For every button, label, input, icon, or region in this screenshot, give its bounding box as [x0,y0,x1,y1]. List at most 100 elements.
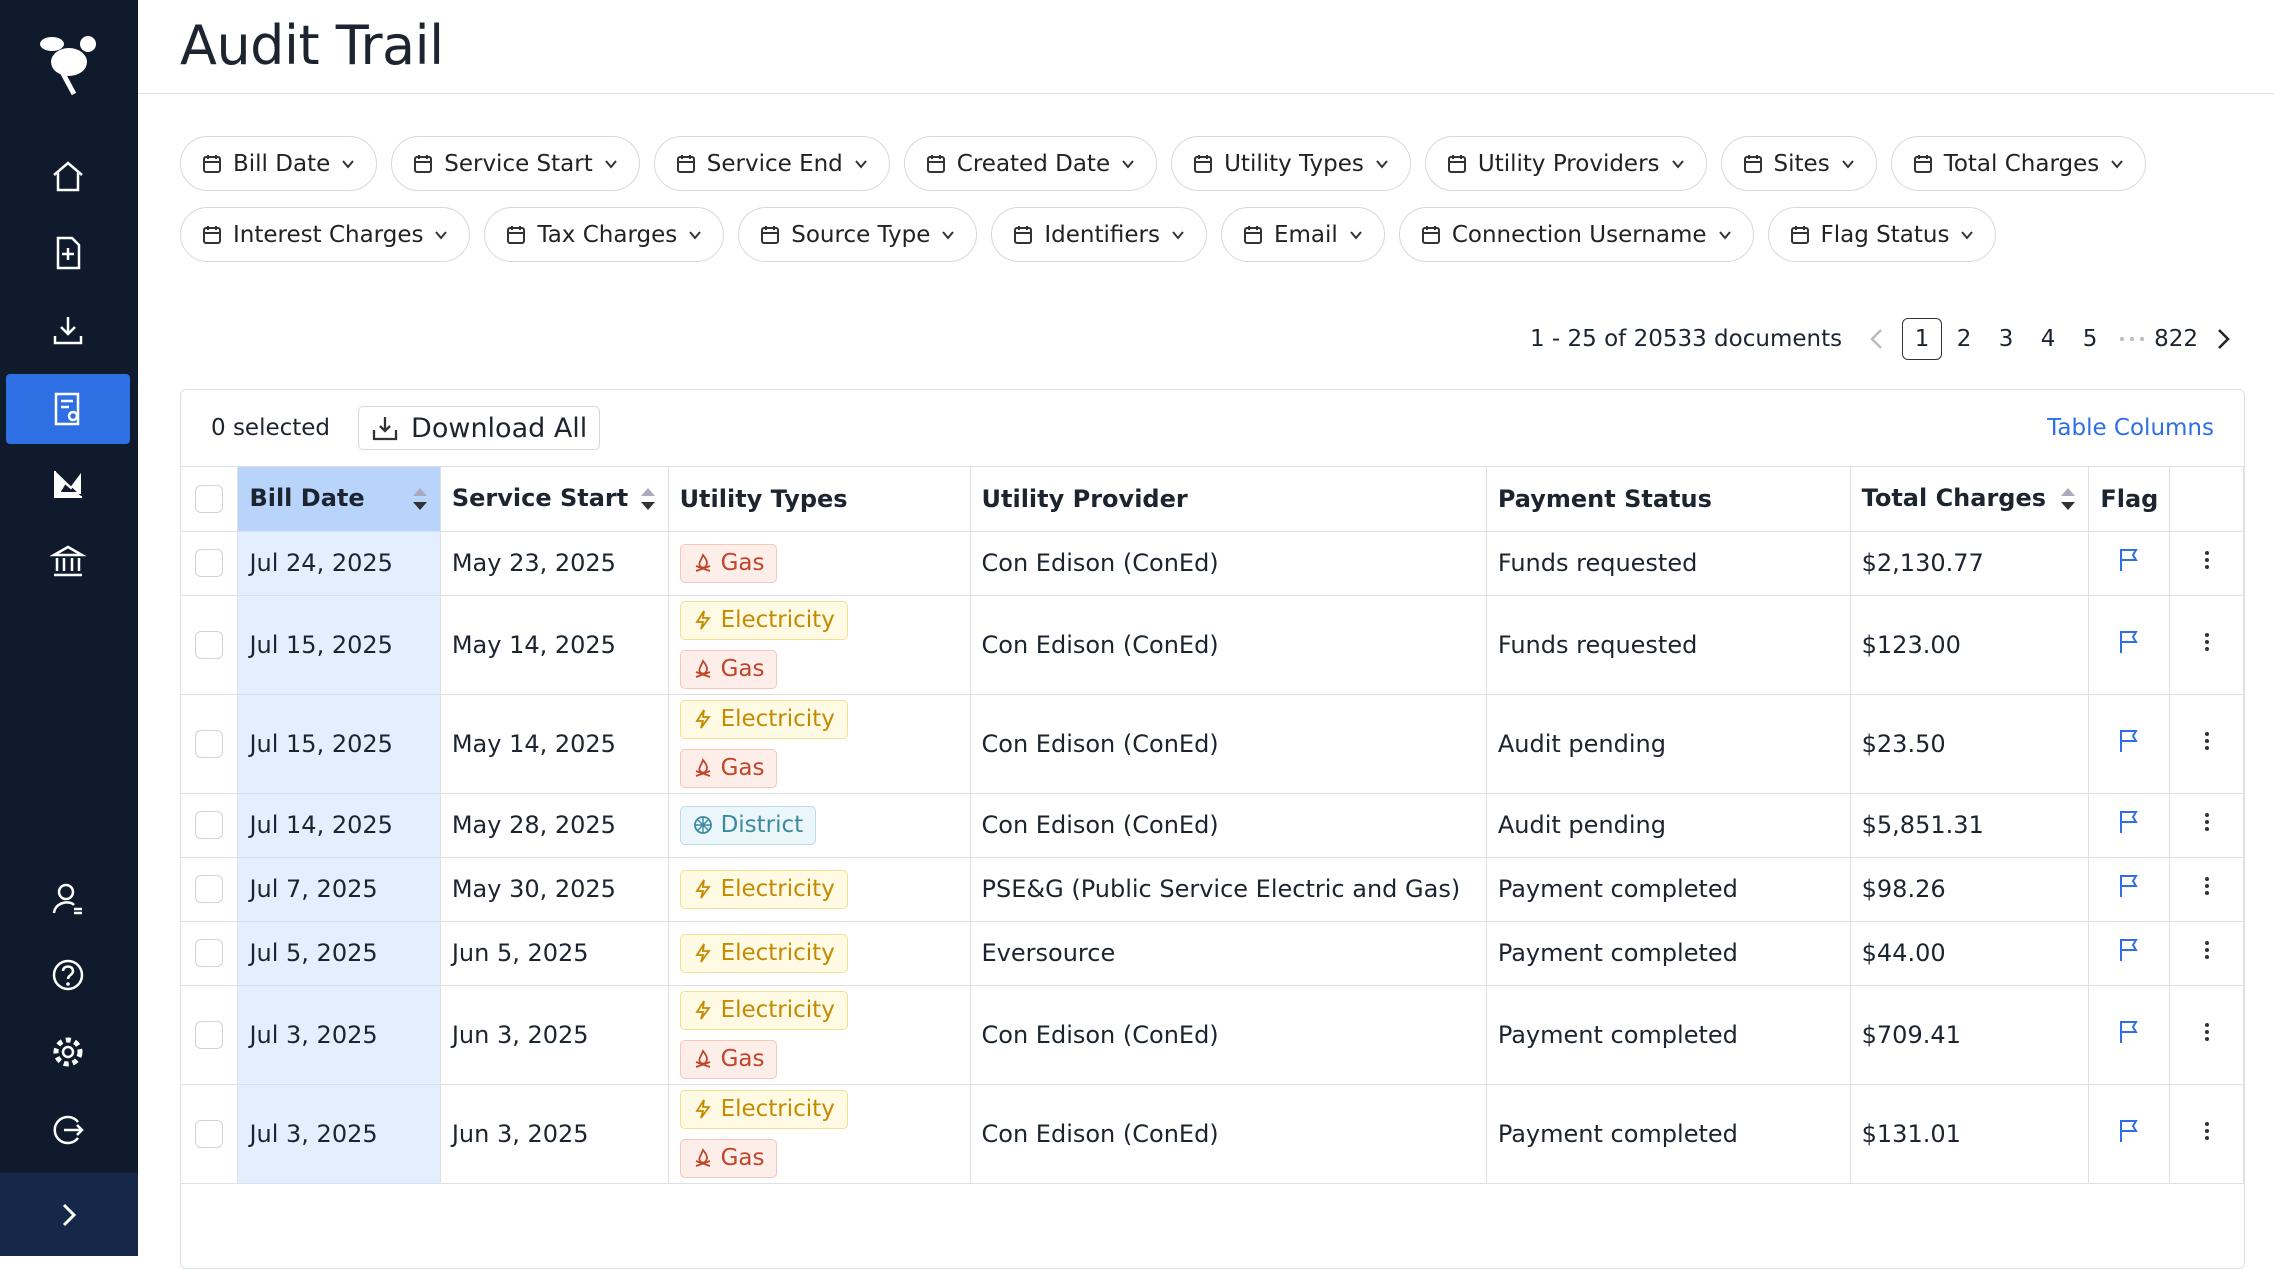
column-header: Utility Types [668,467,970,531]
filter-chip[interactable]: Email [1221,207,1385,262]
bill-date: Jul 7, 2025 [238,857,440,921]
checkbox[interactable] [195,1021,223,1049]
nav-download[interactable] [6,295,130,365]
icon[interactable] [2116,937,2142,963]
filter-chip[interactable]: Total Charges [1891,136,2147,191]
filter-chip[interactable]: Identifiers [991,207,1207,262]
icon [1348,227,1364,243]
service-start: May 23, 2025 [440,531,668,595]
icon [1420,224,1442,246]
icon [2203,810,2211,834]
icon [639,484,657,514]
filter-chip[interactable]: Utility Types [1171,136,1411,191]
checkbox[interactable] [195,1120,223,1148]
select-cell [181,1084,238,1183]
row-actions[interactable] [2170,793,2244,857]
icon [2109,156,2125,172]
checkbox[interactable] [195,811,223,839]
icon[interactable] [2116,1118,2142,1144]
filter-label: Service Start [444,151,593,177]
icon [505,224,527,246]
utility-label: District [721,812,804,838]
filter-chip[interactable]: Flag Status [1768,207,1997,262]
row-actions[interactable] [2170,595,2244,694]
page-number[interactable]: 3 [1986,318,2026,360]
checkbox[interactable] [195,485,223,513]
row-actions[interactable] [2170,857,2244,921]
icon[interactable] [2116,728,2142,754]
icon[interactable] [2116,873,2142,899]
page-number[interactable]: 4 [2028,318,2068,360]
column-header[interactable]: Bill Date [238,467,440,531]
nav-settings[interactable] [6,1017,130,1087]
icon [1374,156,1390,172]
download-all-button[interactable]: Download All [358,406,600,450]
filter-row: Interest Charges Tax Charges Source Type Id… [180,207,1996,262]
nav-bank[interactable] [6,526,130,596]
utility-pill: Electricity [680,1090,848,1129]
page-number[interactable]: 1 [1902,318,1942,360]
utility-types: Gas [668,531,970,595]
filter-chip[interactable]: Bill Date [180,136,377,191]
nav-audit[interactable] [6,374,130,444]
utility-provider: Con Edison (ConEd) [970,694,1486,793]
filter-label: Created Date [957,151,1110,177]
bill-date: Jul 15, 2025 [238,595,440,694]
pagination-summary: 1 - 25 of 20533 documents [1530,326,1842,352]
icon [1840,156,1856,172]
next-page[interactable] [2212,326,2234,352]
page-title: Audit Trail [180,14,444,77]
nav-help[interactable] [6,940,130,1010]
icon [201,153,223,175]
nav-reports[interactable] [6,449,130,519]
nav-new-doc[interactable] [6,218,130,288]
filter-chip[interactable]: Connection Username [1399,207,1754,262]
logo [34,28,104,100]
filter-chip[interactable]: Interest Charges [180,207,470,262]
filter-row: Bill Date Service Start Service End Created… [180,136,2146,191]
column-header[interactable]: Total Charges [1850,467,2089,531]
filter-chip[interactable]: Source Type [738,207,977,262]
page-number[interactable]: 5 [2070,318,2110,360]
filter-chip[interactable]: Sites [1721,136,1877,191]
service-start: May 28, 2025 [440,793,668,857]
page-number[interactable]: 822 [2154,318,2198,360]
icon[interactable] [2116,629,2142,655]
utility-pill: Electricity [680,934,848,973]
icon[interactable] [2116,1019,2142,1045]
utility-pill: Gas [680,544,778,583]
select-cell [181,595,238,694]
expand-sidebar[interactable] [0,1173,138,1256]
filter-chip[interactable]: Service Start [391,136,640,191]
checkbox[interactable] [195,730,223,758]
filter-chip[interactable]: Tax Charges [484,207,724,262]
nav-home[interactable] [6,141,130,211]
table-columns-link[interactable]: Table Columns [2047,415,2214,441]
icon[interactable] [2116,809,2142,835]
checkbox[interactable] [195,875,223,903]
filter-chip[interactable]: Utility Providers [1425,136,1707,191]
nav-logout[interactable] [6,1095,130,1165]
checkbox[interactable] [195,631,223,659]
row-actions[interactable] [2170,1084,2244,1183]
icon [2203,1119,2211,1143]
row-actions[interactable] [2170,694,2244,793]
row-actions[interactable] [2170,985,2244,1084]
row-actions[interactable] [2170,531,2244,595]
row-actions[interactable] [2170,921,2244,985]
icon[interactable] [2116,547,2142,573]
icon [693,1048,713,1070]
checkbox[interactable] [195,549,223,577]
icon [1789,224,1811,246]
payment-status: Payment completed [1486,1084,1850,1183]
column-header[interactable]: Service Start [440,467,668,531]
filter-chip[interactable]: Created Date [904,136,1157,191]
page-number[interactable]: 2 [1944,318,1984,360]
prev-page[interactable] [1866,326,1888,352]
checkbox[interactable] [195,939,223,967]
sidebar [0,0,138,1256]
nav-user[interactable] [6,864,130,934]
filter-chip[interactable]: Service End [654,136,890,191]
